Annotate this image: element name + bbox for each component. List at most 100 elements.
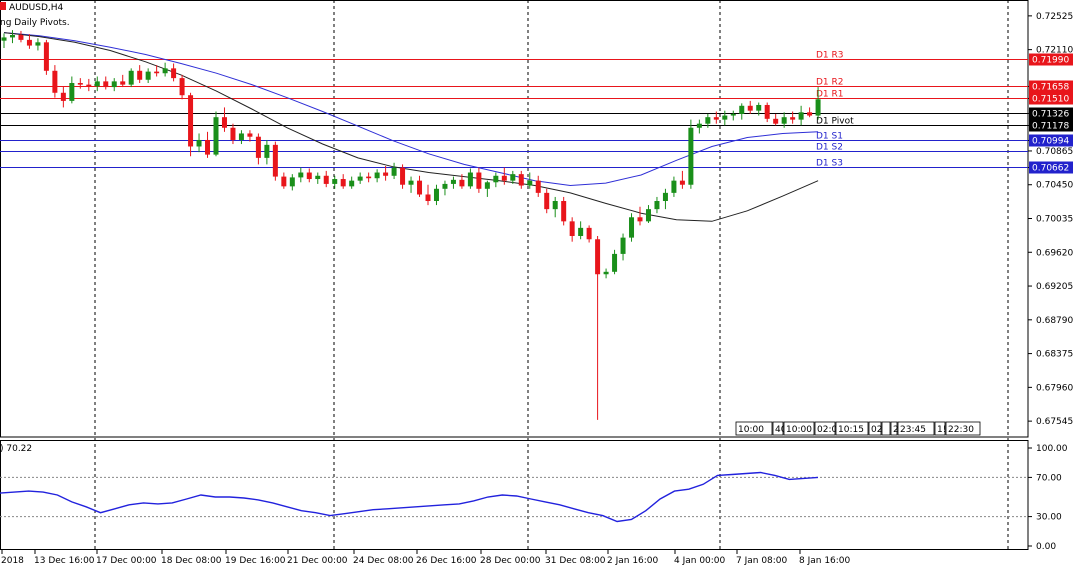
- candle-body: [739, 105, 745, 114]
- candle-body: [69, 83, 75, 101]
- session-box: [783, 421, 815, 436]
- symbol-marker-icon: [0, 2, 6, 10]
- candle-body: [26, 39, 32, 46]
- price-tick-label: 0.67960: [1036, 383, 1073, 393]
- candle-body: [306, 172, 312, 180]
- time-tick-label: 7 Jan 08:00: [736, 556, 788, 566]
- candle-body: [18, 34, 24, 40]
- pivot-label: D1 S1: [816, 132, 843, 142]
- candle-body: [544, 192, 550, 210]
- price-tick-label: 0.69620: [1036, 248, 1073, 258]
- candle-body: [510, 174, 516, 181]
- price-badge-label: 0.71658: [1032, 83, 1069, 93]
- candle-body: [518, 174, 524, 186]
- candle-body: [442, 183, 448, 189]
- candle-body: [433, 188, 439, 202]
- candle-body: [662, 192, 668, 202]
- price-badge-label: 0.70994: [1032, 137, 1069, 147]
- candle-body: [171, 68, 177, 79]
- candle-body: [408, 180, 414, 185]
- candle-body: [417, 180, 423, 195]
- candle-body: [450, 179, 456, 184]
- price-badge-label: 0.70662: [1032, 164, 1069, 174]
- candle-body: [366, 176, 372, 179]
- session-box-label: 02: [871, 425, 882, 435]
- price-tick-label: 0.68790: [1036, 316, 1073, 326]
- candle-body: [612, 253, 618, 272]
- rsi-tick-label: 70.00: [1036, 473, 1062, 483]
- candle-body: [238, 133, 244, 140]
- ma-fast-line: [3, 32, 819, 222]
- candle-body: [756, 104, 762, 111]
- candle-body: [459, 179, 465, 187]
- price-badge-label: 0.71990: [1032, 56, 1069, 66]
- candle-body: [696, 123, 702, 128]
- candle-body: [815, 99, 821, 116]
- pivot-label: D1 R1: [816, 90, 844, 100]
- session-box: [934, 421, 946, 436]
- candle-body: [595, 239, 601, 275]
- candle-body: [569, 221, 575, 236]
- candle-body: [196, 139, 202, 147]
- candle-body: [383, 172, 389, 176]
- session-box: [945, 421, 981, 436]
- pivot-label: D1 Pivot: [816, 117, 854, 127]
- price-tick-label: 0.72110: [1036, 46, 1073, 56]
- price-badge-label: 0.71326: [1032, 110, 1069, 120]
- candle-body: [221, 117, 227, 128]
- candle-body: [773, 118, 779, 124]
- candle-body: [535, 180, 541, 193]
- candle-body: [43, 42, 49, 71]
- candle-body: [501, 175, 507, 181]
- candle-body: [654, 201, 660, 210]
- candle-body: [637, 217, 643, 222]
- candle-body: [400, 167, 406, 185]
- candle-body: [713, 117, 719, 120]
- candle-body: [289, 177, 295, 187]
- session-box: [735, 421, 773, 436]
- candle-body: [722, 115, 728, 120]
- pivot-label: D1 S3: [816, 159, 843, 169]
- price-panel-frame: [0, 0, 1029, 438]
- time-tick-label: 8 Jan 16:00: [799, 556, 851, 566]
- time-tick-label: 2018: [1, 556, 24, 566]
- rsi-panel-frame: [0, 440, 1029, 550]
- time-tick-label: 31 Dec 08:00: [545, 556, 606, 566]
- price-badge: [1029, 119, 1073, 132]
- candle-body: [391, 167, 397, 176]
- candle-body: [35, 42, 41, 46]
- candle-body: [145, 71, 151, 80]
- candle-body: [205, 139, 211, 155]
- session-box-label: 10:00: [738, 425, 764, 435]
- session-box: [890, 421, 898, 436]
- candle-body: [620, 237, 626, 254]
- price-tick-label: 0.69205: [1036, 282, 1073, 292]
- candle-body: [747, 105, 753, 111]
- session-box-label: 40: [775, 425, 787, 435]
- indicator-title: ng Daily Pivots.: [0, 18, 70, 28]
- candle-body: [230, 127, 236, 140]
- candle-body: [103, 81, 109, 88]
- session-box-label: 22:30: [948, 425, 974, 435]
- candle-body: [798, 112, 804, 120]
- symbol-title: AUDUSD,H4: [9, 3, 64, 13]
- time-tick-label: 17 Dec 00:00: [96, 556, 157, 566]
- price-tick-label: 0.70865: [1036, 147, 1073, 157]
- price-badge: [1029, 53, 1073, 66]
- candle-body: [9, 34, 15, 38]
- ma-slow-line: [3, 32, 819, 187]
- session-box-label: 10:15: [838, 425, 864, 435]
- price-tick-label: 0.72525: [1036, 12, 1073, 22]
- candle-body: [603, 271, 609, 275]
- candle-body: [493, 175, 499, 183]
- time-tick-label: 21 Dec 00:00: [287, 556, 348, 566]
- candle-body: [671, 180, 677, 193]
- session-box-label: 2: [893, 425, 899, 435]
- candle-body: [730, 113, 736, 116]
- candle-body: [315, 175, 321, 180]
- candle-body: [264, 144, 270, 158]
- candle-body: [120, 81, 126, 85]
- candle-body: [688, 127, 694, 185]
- candle-body: [561, 201, 567, 222]
